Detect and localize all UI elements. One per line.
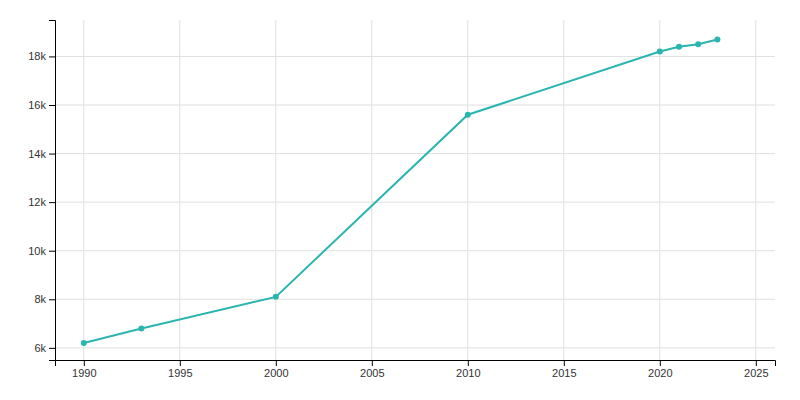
- grid-line: [563, 20, 564, 360]
- grid-line: [371, 20, 372, 360]
- tick-label: 2005: [360, 367, 384, 379]
- tick: 2005: [360, 360, 384, 379]
- grid-line: [55, 105, 775, 106]
- grid-line: [467, 20, 468, 360]
- tick: 18k: [28, 50, 55, 62]
- point: [81, 340, 87, 346]
- tick-label: 2000: [264, 367, 288, 379]
- marks: [81, 36, 721, 346]
- tick-mark: [372, 360, 373, 366]
- tick: 2010: [456, 360, 480, 379]
- tick-label: 2025: [744, 367, 768, 379]
- tick-mark: [660, 360, 661, 366]
- tick-label: 6k: [34, 342, 46, 354]
- x-axis: 1990 1995 2000 2005 2010 2015 2020 2025: [56, 360, 776, 379]
- tick-label: 12k: [28, 196, 46, 208]
- grid-line: [55, 250, 775, 251]
- tick-label: 1995: [168, 367, 192, 379]
- tick-label: 2020: [648, 367, 672, 379]
- tick-mark: [49, 56, 55, 57]
- grid-line: [755, 20, 756, 360]
- tick-label: 10k: [28, 245, 46, 257]
- tick: 16k: [28, 99, 55, 111]
- plot: 1990 1995 2000 2005 2010 2015 2020 2025 6k 8k 10k 1…: [28, 20, 775, 379]
- tick: 2000: [264, 360, 288, 379]
- tick-label: 2015: [552, 367, 576, 379]
- tick-label: 14k: [28, 148, 46, 160]
- grid-line: [55, 202, 775, 203]
- tick-label: 8k: [34, 293, 46, 305]
- tick-mark: [756, 360, 757, 366]
- grid: [55, 20, 775, 360]
- point: [676, 44, 682, 50]
- tick: 14k: [28, 148, 55, 160]
- tick-mark: [84, 360, 85, 366]
- tick-mark: [49, 105, 55, 106]
- tick-mark: [49, 251, 55, 252]
- tick-mark: [564, 360, 565, 366]
- point: [273, 294, 279, 300]
- grid-line: [275, 20, 276, 360]
- tick-label: 18k: [28, 50, 46, 62]
- grid-line: [55, 153, 775, 154]
- grid-line: [55, 347, 775, 348]
- line: [84, 39, 718, 343]
- tick-mark: [180, 360, 181, 366]
- grid-line: [659, 20, 660, 360]
- tick: 2015: [552, 360, 576, 379]
- tick-mark: [468, 360, 469, 366]
- axis-line: [49, 21, 56, 361]
- grid-line: [83, 20, 84, 360]
- point: [714, 36, 720, 42]
- point: [695, 41, 701, 47]
- tick-mark: [49, 202, 55, 203]
- chart: 1990 1995 2000 2005 2010 2015 2020 2025 6k 8k 10k 1…: [0, 0, 800, 400]
- y-axis: 6k 8k 10k 12k 14k 16k 18k: [28, 21, 55, 361]
- tick-mark: [49, 154, 55, 155]
- axis-line: [56, 361, 776, 367]
- tick: 12k: [28, 196, 55, 208]
- grid-line: [55, 56, 775, 57]
- tick-mark: [276, 360, 277, 366]
- tick-label: 2010: [456, 367, 480, 379]
- tick: 1990: [72, 360, 96, 379]
- tick-mark: [49, 299, 55, 300]
- point: [138, 325, 144, 331]
- point: [465, 112, 471, 118]
- tick: 8k: [34, 293, 55, 305]
- tick-label: 16k: [28, 99, 46, 111]
- grid-line: [55, 299, 775, 300]
- grid-line: [179, 20, 180, 360]
- point: [657, 49, 663, 55]
- tick: 6k: [34, 342, 55, 354]
- tick-mark: [49, 348, 55, 349]
- tick: 2025: [744, 360, 768, 379]
- tick: 10k: [28, 245, 55, 257]
- tick: 1995: [168, 360, 192, 379]
- tick: 2020: [648, 360, 672, 379]
- tick-label: 1990: [72, 367, 96, 379]
